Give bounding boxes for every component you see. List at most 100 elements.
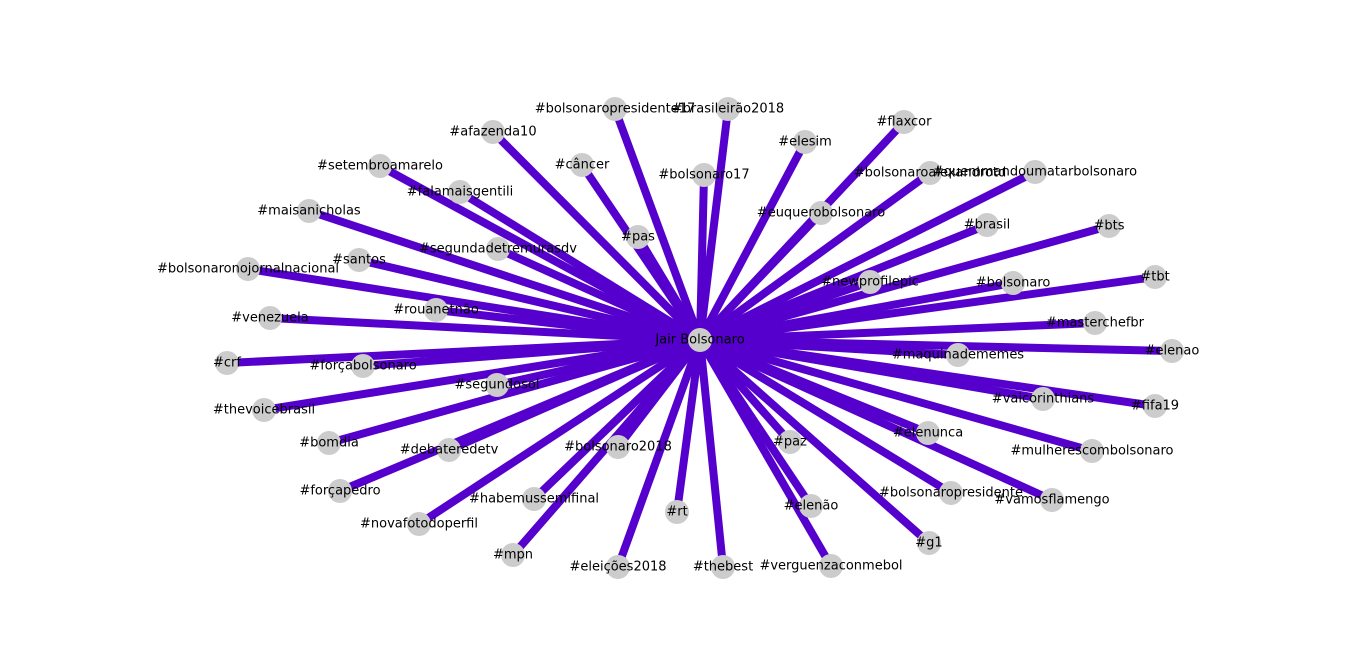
label-bolsonaronojornalnacional: #bolsonaronojornalnacional [157,262,339,277]
node-debateredetv [437,438,461,462]
label-maisanicholas: #maisanicholas [257,204,361,219]
label-santos: #santos [332,253,386,268]
node-bolsonaroalexandrotd [918,161,942,185]
edge-bts [698,222,1111,344]
node-crf [215,351,239,375]
node-novafotodoperfil [407,512,431,536]
node-euquerobolsonaro [809,201,833,225]
node-elenao [1160,339,1184,363]
label-elenao: #elenao [1145,344,1200,359]
node-newprofilepic [858,270,882,294]
edge-segundadetremurasdv [496,245,702,344]
label-bomdia: #bomdia [299,436,359,451]
label-pas: #pas [621,230,655,245]
edge-fifa19 [699,336,1156,410]
edge-bolsonaropresidente17 [611,107,704,342]
label-segundosol: #segundosol [455,378,540,393]
node-bomdia [317,431,341,455]
label-verguenzaconmebol: #verguenzaconmebol [759,559,902,574]
edge-masterchefbr [699,319,1096,344]
node-maisanicholas [297,199,321,223]
edge-verguenzaconmebol [696,337,835,569]
node-brasileirao2018 [716,97,740,121]
label-setembroamarelo: #setembroamarelo [317,159,443,174]
edge-bolsonaroalexandrotd [697,169,933,344]
edge-pas [634,234,704,343]
label-elenunca: #elenunca [893,426,963,441]
node-segundadetremurasdv [486,237,510,261]
label-afazenda10: #afazenda10 [449,125,536,140]
labels-layer: Jair Bolsonaro#bolsonaropresidente17#bra… [157,102,1199,575]
node-elenunca [916,421,940,445]
label-crf: #crf [213,356,241,371]
node-bolsonaro17 [692,163,716,187]
label-bolsonaropresidente17: #bolsonaropresidente17 [535,102,695,117]
node-elenao [799,494,823,518]
edge-bolsonaro17 [696,174,708,341]
edge-bolsonaropresidente [697,336,954,497]
label-novafotodoperfil: #novafotodoperfil [360,517,478,532]
node-falamaisgentili [448,180,472,204]
node-rt [665,500,689,524]
label-rt: #rt [666,505,687,520]
node-verguenzaconmebol [819,554,843,578]
edge-vamosflamengo [698,336,1054,504]
label-forcabolsonaro: #forçabolsonaro [309,359,416,374]
label-bolsonaropresidente: #bolsonaropresidente [879,486,1023,501]
label-center: Jair Bolsonaro [654,333,744,348]
node-cancer [570,153,594,177]
label-mulherescombolsonaro: #mulherescombolsonaro [1010,444,1173,459]
label-elesim: #elesim [778,135,832,150]
node-flaxcor [892,110,916,134]
label-quemmandoumatarbolsonaro: #quemmandoumatarbolsonaro [933,165,1137,180]
edge-euquerobolsonaro [697,210,824,343]
node-g1 [917,531,941,555]
node-brasil [975,213,999,237]
label-tbt: #tbt [1140,270,1169,285]
edge-rt [673,339,704,513]
edge-maisanicholas [307,207,702,344]
node-mulherescombolsonaro [1080,439,1104,463]
label-habemussemifinal: #habemussemifinal [469,492,599,507]
edge-tbt [699,273,1156,344]
edges-layer [226,107,1173,569]
label-forcapedro: #forçapedro [299,484,380,499]
edge-forcabolsonaro [362,336,701,370]
edge-thebest [696,339,727,568]
label-cancer: #câncer [555,158,610,173]
label-bolsonaro: #bolsonaro [976,276,1051,291]
node-bolsonaro2018 [606,435,630,459]
edge-g1 [697,337,932,546]
label-thevoicebrasil: #thevoicebrasil [213,403,315,418]
node-vamosflamengo [1040,488,1064,512]
node-bolsonaronojornalnacional [236,257,260,281]
edge-elesim [696,140,809,342]
label-maquinadememes: #maquinadememes [892,348,1024,363]
label-vaicorinthians: #vaicorinthians [992,392,1095,407]
label-bts: #bts [1093,219,1124,234]
edge-bomdia [327,336,702,447]
edge-eleicoes2018 [614,338,704,569]
node-bts [1097,214,1121,238]
nodes-layer [215,97,1184,579]
node-quemmandoumatarbolsonaro [1023,160,1047,184]
node-eleicoes2018 [606,555,630,579]
node-santos [347,248,371,272]
edge-quemmandoumatarbolsonaro [698,168,1037,344]
node-rouanetnao [424,298,448,322]
node-tbt [1143,265,1167,289]
label-g1: #g1 [915,536,942,551]
node-pas [626,225,650,249]
node-maquinadememes [946,343,970,367]
label-euquerobolsonaro: #euquerobolsonaro [757,206,885,221]
node-elesim [793,130,817,154]
edge-mulherescombolsonaro [698,336,1094,455]
label-segundadetremurasdv: #segundadetremurasdv [419,242,577,257]
edge-thevoicebrasil [263,336,701,414]
label-flaxcor: #flaxcor [877,115,933,130]
label-venezuela: #venezuela [231,311,308,326]
edge-novafotodoperfil [416,336,703,528]
label-masterchefbr: #masterchefbr [1046,316,1145,331]
label-falamaisgentili: #falamaisgentili [407,185,513,200]
